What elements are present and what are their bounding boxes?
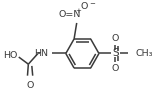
Text: +: + [75, 8, 81, 14]
Text: O: O [80, 2, 88, 11]
Text: O: O [112, 34, 119, 43]
Text: O: O [26, 81, 34, 90]
Text: −: − [89, 1, 95, 7]
Text: S: S [112, 48, 119, 58]
Text: O: O [112, 64, 119, 73]
Text: HN: HN [34, 49, 48, 58]
Text: O=N: O=N [59, 9, 81, 18]
Text: HO: HO [3, 51, 17, 60]
Text: CH₃: CH₃ [135, 49, 153, 58]
